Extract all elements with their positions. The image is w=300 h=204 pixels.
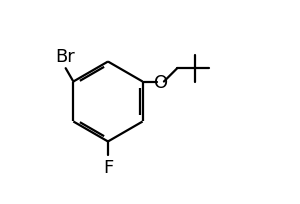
Text: F: F <box>103 159 113 177</box>
Text: O: O <box>154 73 168 91</box>
Text: Br: Br <box>55 47 74 65</box>
